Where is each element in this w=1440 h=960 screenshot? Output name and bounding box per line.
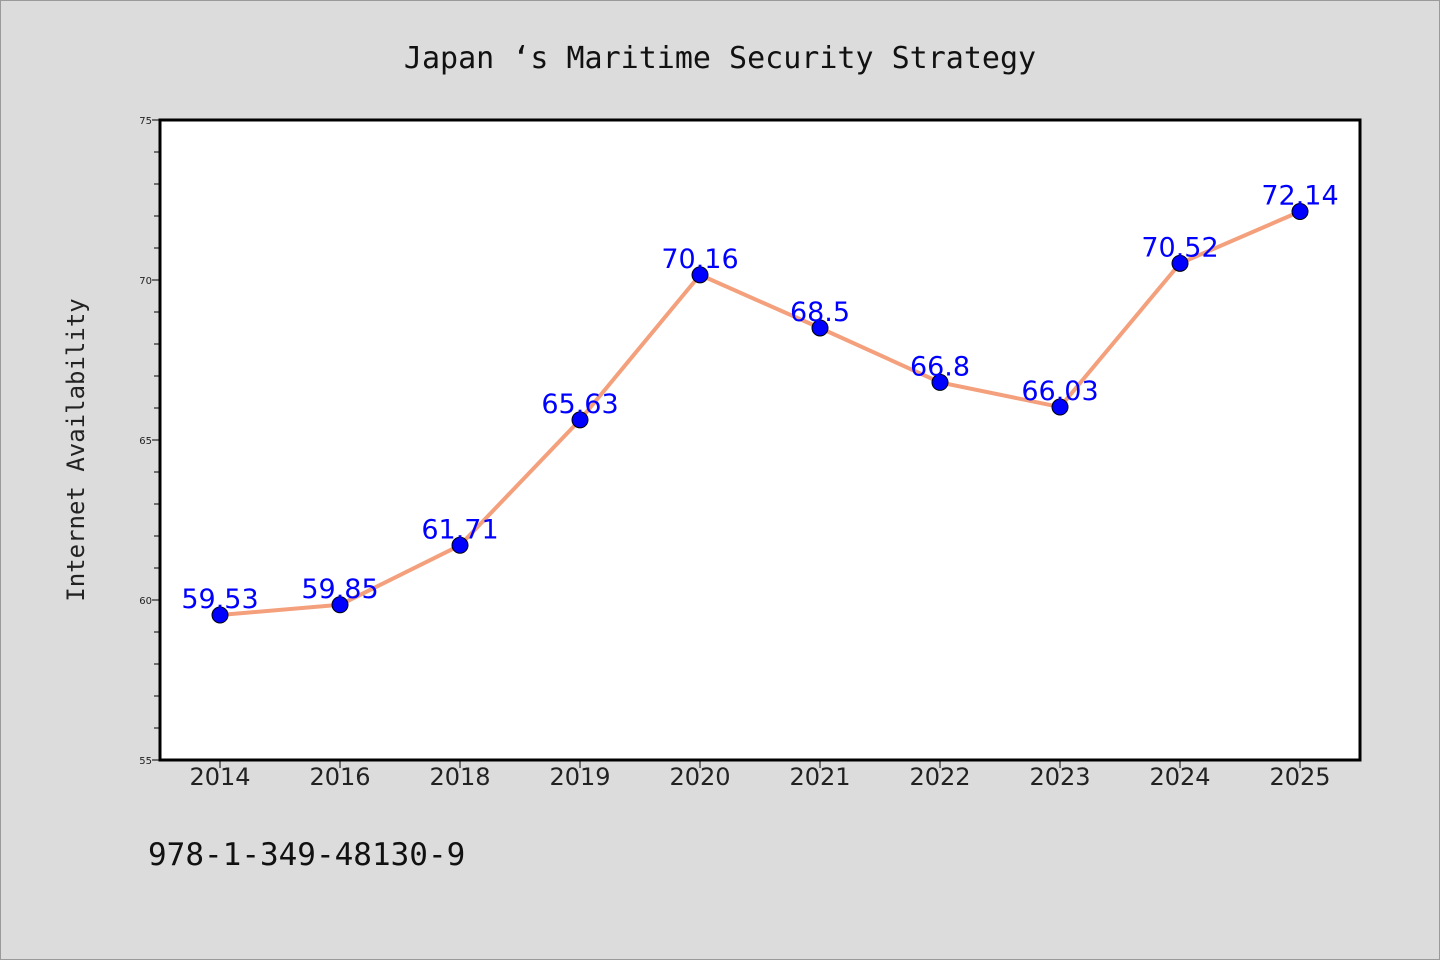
x-tick-label: 2014 xyxy=(189,763,250,791)
data-point xyxy=(1291,203,1309,221)
y-tick-label: 55 xyxy=(139,756,152,767)
x-tick-label: 2016 xyxy=(309,763,370,791)
y-tick-label: 60 xyxy=(139,596,152,607)
series-line xyxy=(219,209,1301,618)
y-tick-label: 70 xyxy=(139,276,152,287)
series-layer xyxy=(211,203,1309,624)
y-tick-label: 75 xyxy=(139,116,152,127)
data-label: 61.71 xyxy=(421,514,498,545)
y-axis-label: Internet Availability xyxy=(62,298,90,601)
x-axis: 2014 2016 2018 2019 2020 2021 2022 2023 2024 2025 xyxy=(189,760,1331,791)
y-tick-label: 65 xyxy=(139,436,152,447)
x-tick-label: 2023 xyxy=(1029,763,1090,791)
data-point xyxy=(1171,254,1189,272)
data-point xyxy=(1051,398,1069,416)
x-tick-label: 2020 xyxy=(669,763,730,791)
data-label-layer: 59.53 59.85 61.71 65.63 70.16 68.5 66.8 66.03 70… xyxy=(181,181,1338,616)
data-label: 68.5 xyxy=(790,297,850,328)
x-tick-label: 2025 xyxy=(1269,763,1330,791)
x-tick-label: 2018 xyxy=(429,763,490,791)
data-point xyxy=(691,266,709,284)
data-label: 65.63 xyxy=(541,389,618,420)
data-point xyxy=(811,319,829,337)
x-tick-label: 2024 xyxy=(1149,763,1210,791)
x-tick-label: 2022 xyxy=(909,763,970,791)
isbn-footer: 978-1-349-48130-9 xyxy=(148,837,465,873)
data-label: 66.8 xyxy=(910,351,970,382)
data-label: 59.85 xyxy=(301,574,378,605)
data-point xyxy=(211,606,229,624)
data-label: 59.53 xyxy=(181,584,258,615)
data-point xyxy=(451,536,469,554)
x-tick-label: 2019 xyxy=(549,763,610,791)
y-axis: 55 60 65 70 75 xyxy=(139,116,160,767)
chart-title: Japan ‘s Maritime Security Strategy xyxy=(404,41,1036,76)
data-label: 70.16 xyxy=(661,244,738,275)
data-label: 66.03 xyxy=(1021,376,1098,407)
plot-area xyxy=(160,120,1360,760)
data-point xyxy=(931,373,949,391)
data-point xyxy=(331,596,349,614)
x-tick-label: 2021 xyxy=(789,763,850,791)
data-label: 72.14 xyxy=(1261,181,1338,212)
plot-border xyxy=(158,118,1362,762)
data-point xyxy=(571,411,589,429)
data-label: 70.52 xyxy=(1141,232,1218,263)
